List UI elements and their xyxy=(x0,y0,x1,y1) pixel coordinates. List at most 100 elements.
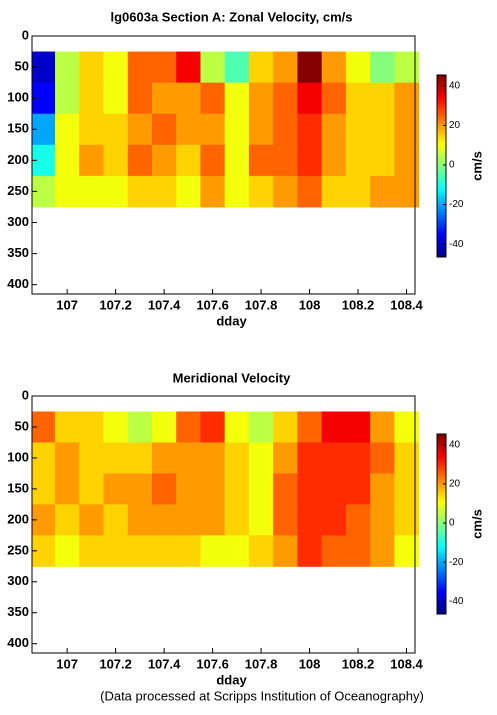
colorbar-stripe xyxy=(437,599,446,604)
colorbar-stripe xyxy=(437,509,446,514)
cell xyxy=(127,504,153,536)
cell xyxy=(224,51,250,84)
x-tick-label: 107.4 xyxy=(148,297,181,312)
cell xyxy=(297,113,323,146)
colorbar-stripe xyxy=(437,473,446,477)
y-tick-label: 250 xyxy=(7,183,29,198)
colorbar-stripe xyxy=(437,146,446,150)
colorbar-stripe xyxy=(437,254,446,258)
colorbar-stripe xyxy=(437,163,446,167)
cell xyxy=(151,51,177,84)
colorbar-stripe xyxy=(437,571,446,576)
axes-box xyxy=(31,395,416,654)
x-tick-label: 107.8 xyxy=(245,297,278,312)
y-tick-label: 250 xyxy=(7,542,29,557)
colorbar-stripe xyxy=(437,86,446,90)
colorbar-stripe xyxy=(437,106,446,110)
cell xyxy=(103,113,129,146)
cell xyxy=(273,82,298,115)
y-tick-label: 300 xyxy=(7,573,29,588)
cell xyxy=(345,144,371,177)
x-tick-label: 107.2 xyxy=(99,656,132,671)
colorbar-stripe xyxy=(437,436,446,441)
cell xyxy=(127,82,153,115)
colorbar-stripe xyxy=(437,140,446,144)
colorbar-stripe xyxy=(437,608,446,612)
cell xyxy=(55,51,80,84)
colorbar-stripe xyxy=(437,605,446,609)
colorbar-stripe xyxy=(437,231,446,235)
cell xyxy=(127,144,153,177)
colorbar-stripe xyxy=(437,560,446,564)
cell xyxy=(248,144,274,177)
cell xyxy=(224,535,250,567)
y-tick-label: 350 xyxy=(7,604,29,619)
colorbar-stripe xyxy=(437,467,446,472)
cell xyxy=(151,175,177,208)
colorbar-stripe xyxy=(437,574,446,578)
cell xyxy=(248,175,274,208)
colorbar-stripe xyxy=(437,566,446,570)
colorbar-stripe xyxy=(437,585,446,590)
colorbar-stripe xyxy=(437,174,446,178)
colorbar-stripe xyxy=(437,97,446,102)
colorbar-stripe xyxy=(437,205,446,210)
colorbar-stripe xyxy=(437,552,446,556)
cell xyxy=(176,504,201,536)
footnote: (Data processed at Scripps Institution o… xyxy=(100,688,424,703)
colorbar-tick-label: 20 xyxy=(449,120,461,131)
cell xyxy=(103,535,129,567)
cell xyxy=(273,51,298,84)
colorbar-stripe xyxy=(437,439,446,443)
cell xyxy=(297,51,323,84)
colorbar-stripe xyxy=(437,524,446,528)
colorbar-stripe xyxy=(437,481,446,486)
colorbar-stripe xyxy=(437,464,446,469)
colorbar-stripe xyxy=(437,120,446,124)
cell xyxy=(127,473,153,505)
colorbar-stripe xyxy=(437,191,446,195)
colorbar-stripe xyxy=(437,80,446,85)
cell xyxy=(297,535,323,567)
colorbar-stripe xyxy=(437,83,446,87)
colorbar-stripe xyxy=(437,450,446,455)
axes-box xyxy=(31,35,416,295)
colorbar-stripe xyxy=(437,498,446,502)
cell xyxy=(200,175,226,208)
colorbar-stripe xyxy=(437,484,446,488)
cell xyxy=(176,473,201,505)
colorbar-stripe xyxy=(437,532,446,536)
colorbar-stripe xyxy=(437,546,446,550)
colorbar-label: cm/s xyxy=(469,509,484,539)
cell xyxy=(321,51,347,84)
colorbar-stripe xyxy=(437,597,446,601)
y-tick-label: 100 xyxy=(7,449,29,464)
x-tick-label: 107.6 xyxy=(196,656,229,671)
x-tick-label: 107.6 xyxy=(196,297,229,312)
cell xyxy=(273,113,298,146)
colorbar-stripe xyxy=(437,217,446,221)
cell xyxy=(273,175,298,208)
colorbar-stripe xyxy=(437,89,446,93)
colorbar-stripe xyxy=(437,185,446,190)
colorbar-stripe xyxy=(437,211,446,215)
cell xyxy=(200,411,226,443)
colorbar-stripe xyxy=(437,114,446,119)
colorbar-stripe xyxy=(437,462,446,466)
colorbar-stripe xyxy=(437,602,446,607)
cell xyxy=(248,535,274,567)
cell xyxy=(248,82,274,115)
cell xyxy=(55,473,80,505)
x-tick-label: 107 xyxy=(56,297,78,312)
y-tick-label: 50 xyxy=(15,59,29,74)
colorbar-stripe xyxy=(437,154,446,158)
cell xyxy=(55,82,80,115)
colorbar-stripe xyxy=(437,148,446,153)
colorbar-stripe xyxy=(437,208,446,212)
colorbar-stripe xyxy=(437,251,446,255)
cell xyxy=(297,144,323,177)
colorbar-stripe xyxy=(437,521,446,525)
cell xyxy=(321,144,347,177)
cell xyxy=(200,113,226,146)
cell xyxy=(370,175,395,208)
